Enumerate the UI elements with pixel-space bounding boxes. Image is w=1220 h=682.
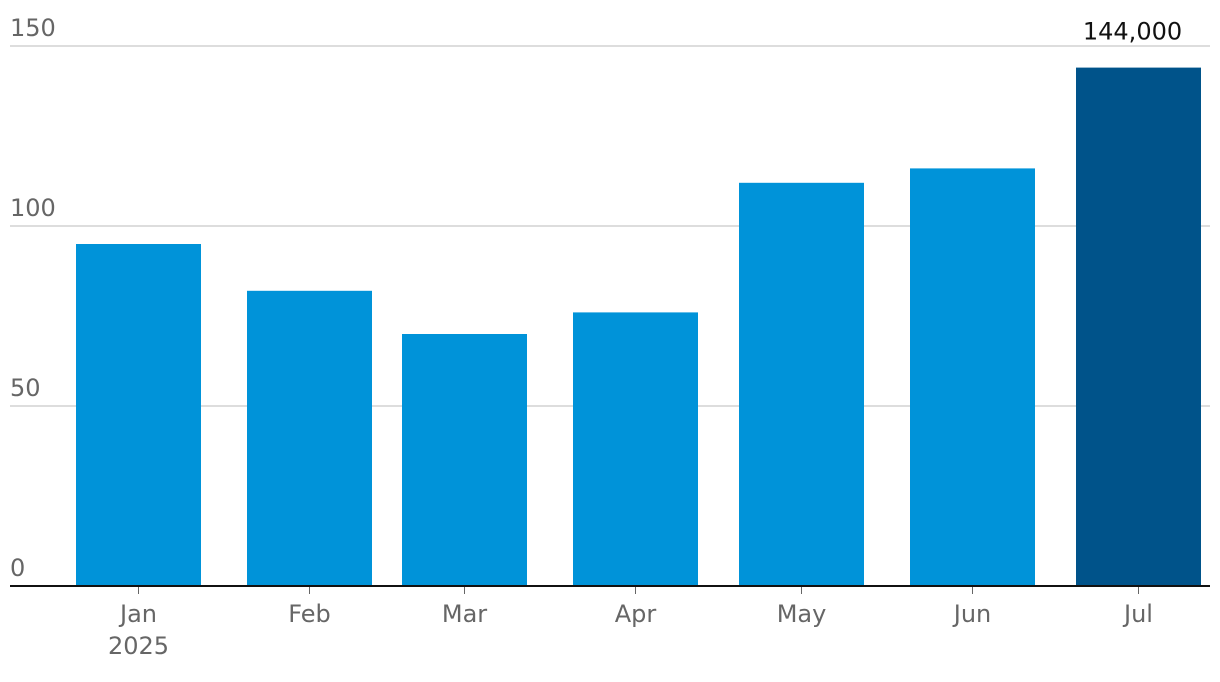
- bar: [76, 244, 201, 586]
- y-tick-label: 150: [10, 14, 56, 42]
- y-tick-label: 50: [10, 374, 41, 402]
- x-tick-label: Apr: [615, 600, 657, 628]
- bar: [247, 290, 372, 586]
- x-tick-label: Mar: [442, 600, 487, 628]
- value-label: 144,000: [1083, 18, 1182, 46]
- x-tick-label: Jan: [118, 600, 157, 628]
- bar: [402, 334, 527, 586]
- x-tick-label: Jun: [952, 600, 992, 628]
- x-tick-label: May: [777, 600, 827, 628]
- y-tick-label: 100: [10, 194, 56, 222]
- y-tick-label: 0: [10, 554, 25, 582]
- x-tick-sublabel: 2025: [108, 632, 169, 660]
- bar: [739, 182, 864, 587]
- x-tick-label: Feb: [288, 600, 331, 628]
- bar: [573, 312, 698, 586]
- x-tick-label: Jul: [1122, 600, 1153, 628]
- bar: [910, 168, 1035, 586]
- bar: [1076, 67, 1201, 587]
